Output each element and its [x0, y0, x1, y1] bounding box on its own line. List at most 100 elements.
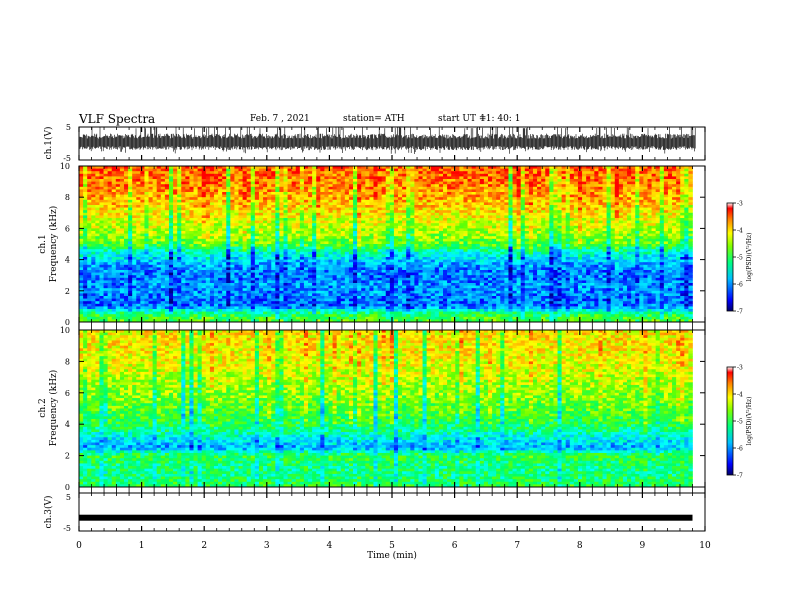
- spectrogram-cell: [393, 189, 399, 193]
- spectrogram-cell: [508, 202, 513, 206]
- spectrogram-cell: [573, 166, 579, 169]
- spectrogram-cell: [528, 181, 534, 185]
- spectrogram-cell: [451, 212, 456, 216]
- spectrogram-cell: [279, 233, 284, 237]
- spectrogram-cell: [606, 194, 612, 198]
- spectrogram-cell: [508, 179, 513, 182]
- spectrogram-cell: [672, 218, 677, 221]
- spectrogram-cell: [672, 197, 677, 201]
- spectrogram-cell: [320, 171, 325, 175]
- spectrogram-cell: [287, 194, 293, 198]
- spectrogram-cell: [582, 223, 587, 227]
- spectrogram-cell: [218, 197, 223, 201]
- spectrogram-cell: [414, 207, 419, 211]
- spectrogram-cell: [528, 218, 534, 221]
- spectrogram-cell: [132, 220, 137, 224]
- spectrogram-cell: [205, 199, 211, 203]
- spectrogram-cell: [132, 202, 137, 206]
- spectrogram-cell: [655, 220, 661, 224]
- spectrogram-cell: [680, 233, 685, 237]
- spectrogram-cell: [226, 181, 231, 185]
- spectrogram-cell: [205, 225, 211, 229]
- spectrogram-cell: [553, 197, 558, 201]
- spectrogram-cell: [344, 205, 350, 208]
- spectrogram-cell: [275, 176, 280, 180]
- spectrogram-cell: [168, 210, 174, 214]
- spectrogram-cell: [369, 194, 374, 198]
- spectrogram-cell: [508, 241, 513, 245]
- spectrogram-cell: [128, 205, 133, 208]
- spectrogram-cell: [565, 233, 571, 237]
- spectrogram-cell: [655, 192, 661, 195]
- spectrogram-cell: [418, 207, 423, 211]
- spectrogram-cell: [160, 212, 166, 216]
- spectrogram-cell: [377, 205, 382, 208]
- spectrogram-cell: [148, 233, 153, 237]
- spectrogram-cell: [553, 192, 558, 195]
- spectrogram-cell: [316, 241, 321, 245]
- spectrogram-cell: [168, 205, 174, 208]
- spectrogram-cell: [410, 220, 415, 224]
- spectrogram-cell: [381, 241, 387, 245]
- spectrogram-cell: [222, 194, 227, 198]
- spectrogram-cell: [414, 179, 419, 182]
- spectrogram-cell: [496, 181, 501, 185]
- spectrogram-cell: [688, 220, 693, 224]
- spectrogram-cell: [451, 184, 456, 188]
- spectrogram-cell: [164, 223, 170, 227]
- spectrogram-cell: [103, 212, 108, 216]
- spectrogram-cell: [667, 205, 673, 208]
- spectrogram-cell: [357, 205, 362, 208]
- spectrogram-cell: [107, 171, 113, 175]
- spectrogram-cell: [532, 218, 538, 221]
- spectrogram-cell: [299, 212, 305, 216]
- spectrogram-cell: [271, 233, 276, 237]
- spectrogram-cell: [348, 179, 354, 182]
- spectrogram-cell: [295, 171, 301, 175]
- spectrogram-cell: [91, 207, 96, 211]
- spectrogram-cell: [152, 192, 158, 195]
- spectrogram-cell: [295, 228, 301, 232]
- spectrogram-cell: [389, 210, 395, 214]
- spectrogram-cell: [83, 218, 88, 221]
- spectrogram-cell: [344, 212, 350, 216]
- spectrogram-cell: [140, 179, 145, 182]
- spectrogram-cell: [545, 236, 550, 240]
- spectrogram-cell: [463, 249, 468, 253]
- spectrogram-cell: [148, 184, 153, 188]
- spectrogram-cell: [496, 186, 501, 190]
- spectrogram-cell: [635, 171, 640, 175]
- spectrogram-cell: [209, 181, 215, 185]
- spectrogram-cell: [128, 212, 133, 216]
- spectrogram-cell: [512, 205, 517, 208]
- spectrogram-cell: [246, 173, 252, 177]
- spectrogram-cell: [688, 168, 693, 172]
- spectrogram-cell: [308, 249, 313, 253]
- spectrogram-cell: [496, 171, 501, 175]
- spectrogram-cell: [103, 246, 108, 250]
- spectrogram-cell: [218, 181, 223, 185]
- spectrogram-cell: [136, 207, 141, 211]
- spectrogram-cell: [635, 176, 640, 180]
- spectrogram-cell: [627, 231, 632, 234]
- spectrogram-cell: [238, 202, 243, 206]
- spectrogram-cell: [115, 184, 121, 188]
- spectrogram-cell: [496, 192, 501, 195]
- spectrogram-cell: [398, 249, 403, 253]
- spectrogram-cell: [447, 231, 452, 234]
- spectrogram-cell: [582, 238, 587, 242]
- spectrogram-cell: [508, 246, 513, 250]
- spectrogram-cell: [688, 241, 693, 245]
- spectrogram-cell: [389, 249, 395, 253]
- spectrogram-cell: [189, 173, 194, 177]
- spectrogram-cell: [295, 181, 301, 185]
- spectrogram-cell: [271, 176, 276, 180]
- spectrogram-cell: [598, 244, 603, 247]
- spectrogram-cell: [271, 223, 276, 227]
- spectrogram-cell: [205, 168, 211, 172]
- spectrogram-cell: [602, 192, 607, 195]
- spectrogram-cell: [381, 194, 387, 198]
- spectrogram-cell: [487, 246, 493, 250]
- spectrogram-cell: [381, 210, 387, 214]
- spectrogram-cell: [119, 218, 125, 221]
